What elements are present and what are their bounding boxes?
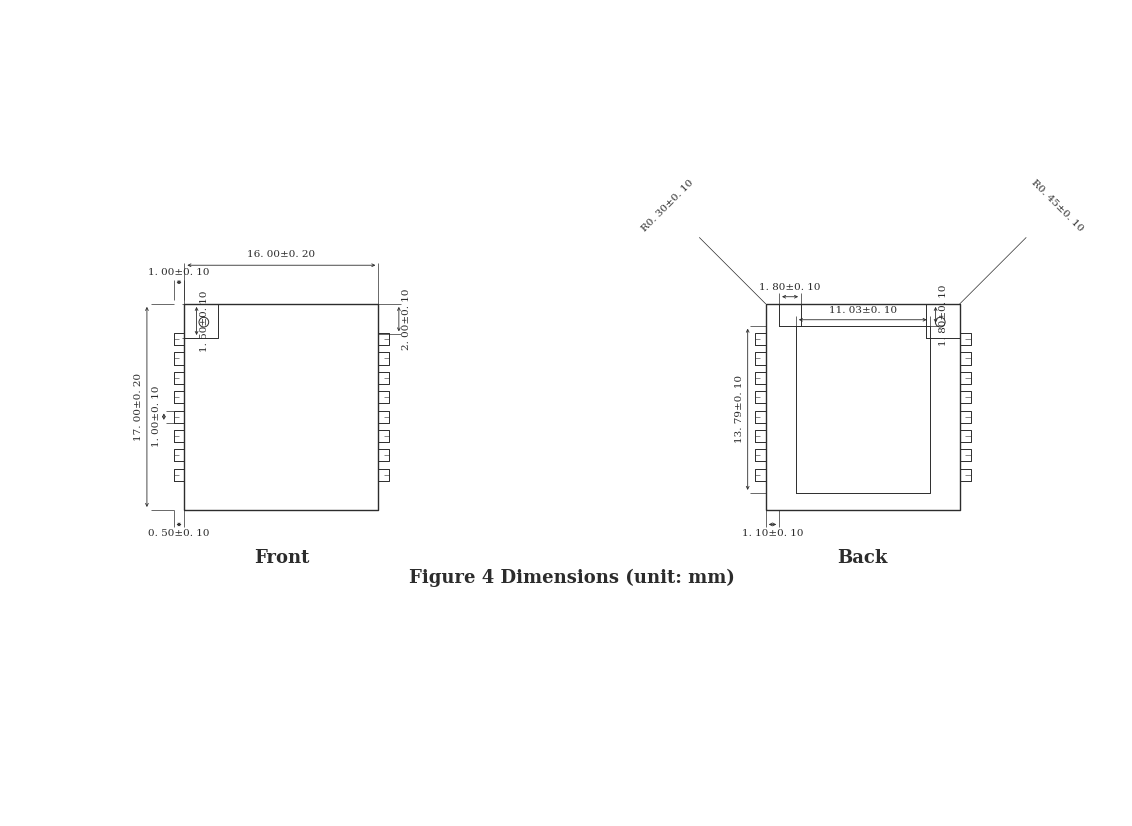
Text: R0. 30±0. 10: R0. 30±0. 10 bbox=[641, 178, 695, 234]
Text: Back: Back bbox=[838, 549, 887, 567]
Text: 2. 00±0. 10: 2. 00±0. 10 bbox=[403, 288, 412, 350]
Text: 11. 03±0. 10: 11. 03±0. 10 bbox=[829, 306, 897, 315]
Text: 1. 10±0. 10: 1. 10±0. 10 bbox=[741, 529, 804, 539]
Text: Figure 4 Dimensions (unit: mm): Figure 4 Dimensions (unit: mm) bbox=[409, 568, 735, 586]
Text: 1. 80±0. 10: 1. 80±0. 10 bbox=[940, 284, 949, 345]
Text: 16. 00±0. 20: 16. 00±0. 20 bbox=[247, 250, 316, 259]
Text: R0. 45±0. 10: R0. 45±0. 10 bbox=[1030, 178, 1086, 234]
Text: 1. 00±0. 10: 1. 00±0. 10 bbox=[148, 268, 209, 277]
Text: 1. 00±0. 10: 1. 00±0. 10 bbox=[153, 386, 162, 448]
Text: 0. 50±0. 10: 0. 50±0. 10 bbox=[148, 529, 209, 539]
Text: 17. 00±0. 20: 17. 00±0. 20 bbox=[135, 373, 144, 441]
Text: 13. 79±0. 10: 13. 79±0. 10 bbox=[735, 375, 744, 444]
Text: Front: Front bbox=[254, 549, 309, 567]
Text: 1. 80±0. 10: 1. 80±0. 10 bbox=[760, 282, 821, 292]
Text: 1. 50±0. 10: 1. 50±0. 10 bbox=[200, 290, 209, 352]
